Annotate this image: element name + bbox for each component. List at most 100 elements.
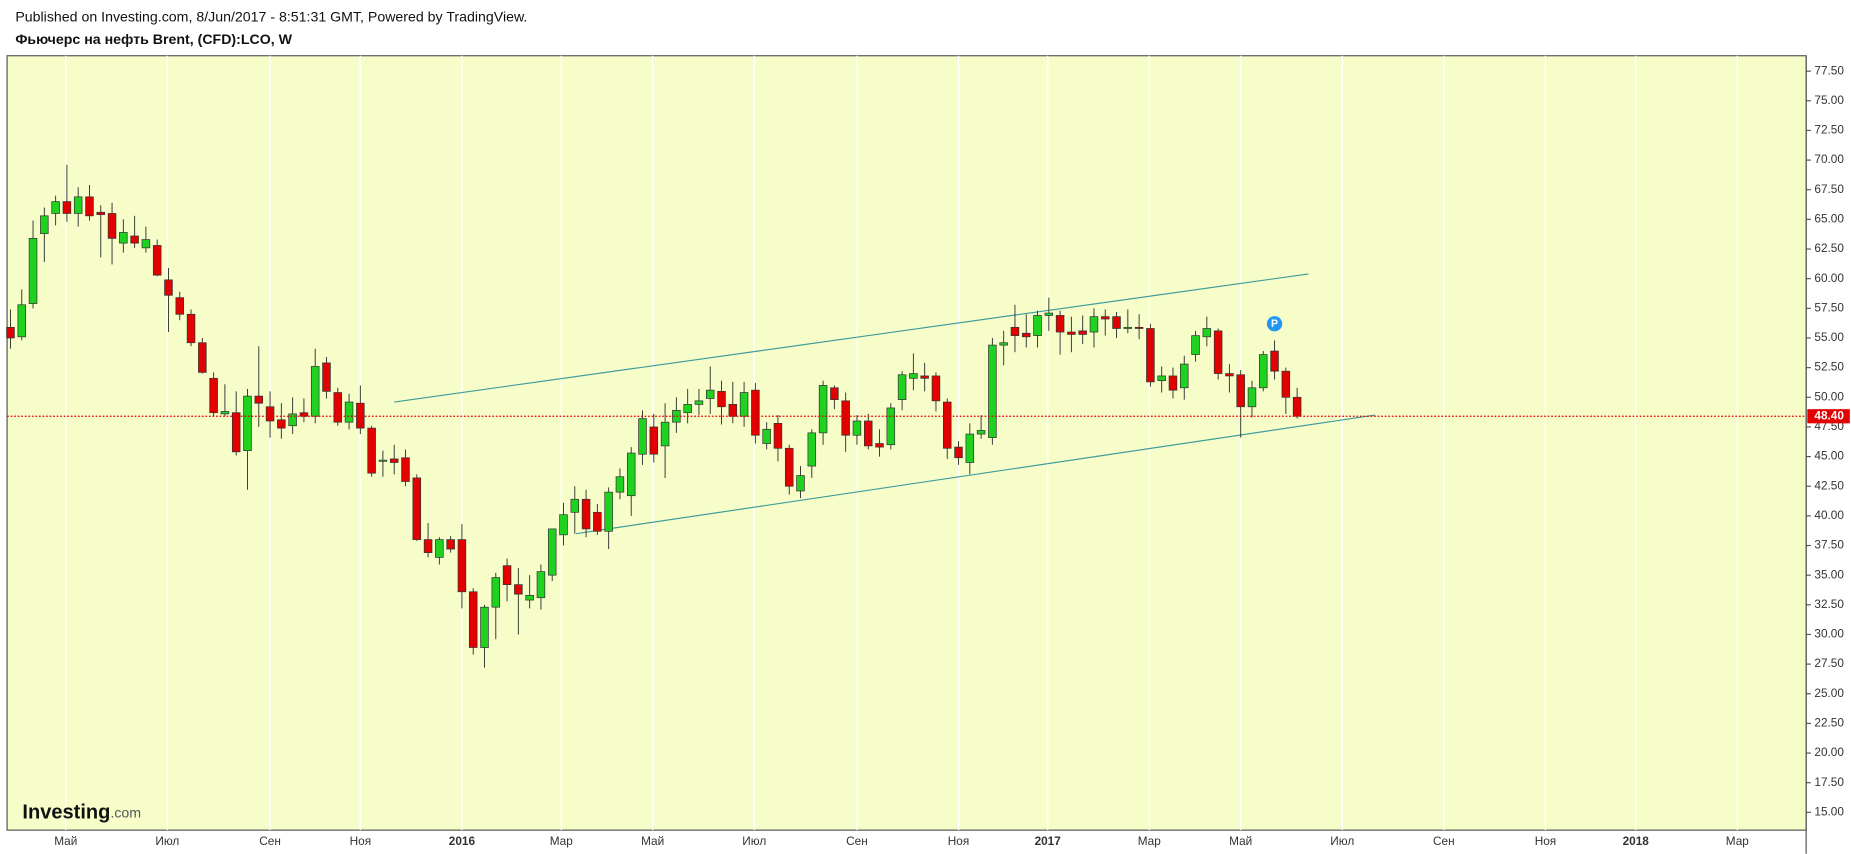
candle-body [615,476,625,493]
candle-body [40,215,49,234]
candle-body [1191,335,1200,355]
y-tick-label: 70.00 [1814,152,1844,166]
candle-body [514,584,523,595]
candle-body [107,213,117,239]
y-tick-label: 72.50 [1814,123,1844,137]
candle-body [920,375,929,379]
trend-line [575,414,1376,535]
candle-body [1123,326,1133,329]
candle-body [818,385,828,434]
x-tick-label: 2016 [449,834,476,848]
candle-body [999,342,1008,346]
y-tick-label: 75.00 [1814,93,1844,107]
candle-body [1044,312,1054,316]
candle-body [604,491,613,532]
x-tick-label: 2018 [1623,834,1650,848]
last-price-label: 48.40 [1814,408,1844,422]
candle-body [649,426,659,455]
candle-body [1213,330,1223,374]
candle-body [288,413,297,427]
candle-body [593,511,602,532]
y-tick-label: 52.50 [1814,360,1844,374]
candle-body [1202,328,1212,338]
candle-body [1259,354,1268,389]
y-tick-label: 27.50 [1814,656,1844,670]
x-tick-label: Ноя [1535,834,1556,848]
candle-body [1157,375,1166,382]
candle-body [1078,330,1087,335]
candle-body [378,459,388,462]
candle-body [705,389,715,399]
y-tick-label: 37.50 [1814,538,1844,552]
candle-body [468,591,478,648]
y-tick-label: 25.00 [1814,686,1844,700]
candle-body [717,390,726,408]
x-tick-label: Ноя [948,834,969,848]
candle-body [1067,331,1076,335]
candle-body [401,457,410,482]
x-tick-label: Июл [155,834,179,848]
candle-body [525,594,534,601]
published-note: Published on Investing.com, 8/Jun/2017 -… [15,10,527,26]
candle-body [796,475,805,492]
candle-body [1055,315,1065,333]
y-tick-label: 77.50 [1814,63,1844,77]
candle-body [243,395,252,451]
x-tick-label: Ноя [350,834,371,848]
y-tick-label: 40.00 [1814,508,1844,522]
candle-body [265,406,275,422]
candle-body [1101,316,1110,320]
x-tick-label: Мар [1726,834,1750,848]
candle-body [1180,363,1189,389]
candle-body [1112,316,1121,329]
candle-body [954,446,963,459]
candle-body [277,419,286,429]
candle-body [96,211,106,216]
candle-body [198,342,207,373]
candle-body [739,392,749,417]
candle-body [626,452,636,497]
logo: Investing.com [22,802,141,824]
x-tick-label: Май [54,834,77,848]
candle-body [62,201,72,214]
candle-body [344,401,354,423]
y-tick-label: 22.50 [1814,716,1844,730]
candle-body [942,401,952,449]
candle-body [830,387,839,401]
candle-body [807,432,817,467]
candle-body [389,458,399,463]
candle-body [1236,374,1245,408]
candle-body [502,565,512,586]
event-marker-label: P [1271,318,1278,330]
candle-body [333,392,343,423]
candle-body [559,514,568,536]
y-tick-label: 30.00 [1814,627,1844,641]
candle-body [909,373,918,379]
candle-body [141,239,151,249]
candle-body [491,577,501,608]
plot-area [6,55,1807,831]
candle-body [51,201,60,214]
x-tick-label: Мар [1138,834,1162,848]
y-tick-label: 15.00 [1814,804,1844,818]
y-tick-label: 32.50 [1814,597,1844,611]
candle-body [175,297,185,315]
candle-body [660,421,670,447]
x-tick-label: Май [641,834,664,848]
x-tick-label: 2017 [1035,834,1062,848]
candle-body [17,304,27,338]
candle-body [231,412,241,453]
candle-body [1146,328,1155,383]
candle-body [751,389,760,436]
candle-body [367,427,376,474]
candle-body [841,400,850,436]
candle-body [457,539,467,593]
candle-body [480,606,489,648]
candle-body [423,539,433,553]
candle-body [897,374,907,401]
candle-body [130,235,139,244]
candle-body [1168,375,1178,391]
candle-body [28,238,38,304]
candle-body [886,407,896,446]
